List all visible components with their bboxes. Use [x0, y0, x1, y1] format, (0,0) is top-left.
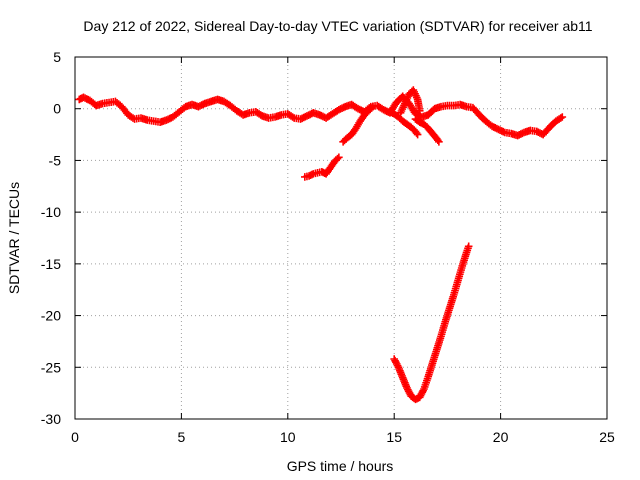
data-point: [335, 153, 343, 162]
data-point: [558, 113, 567, 121]
chart-title: Day 212 of 2022, Sidereal Day-to-day VTE…: [83, 18, 592, 34]
series-1: [301, 153, 343, 181]
y-tick-label: -25: [41, 359, 61, 375]
y-tick-label: -20: [41, 308, 61, 324]
data-point: [415, 106, 424, 115]
series-2: [339, 102, 377, 146]
y-tick-label: -30: [41, 411, 61, 427]
series-4: [411, 115, 443, 146]
x-tick-label: 5: [178, 429, 186, 445]
data-point: [464, 242, 473, 251]
y-tick-label: -15: [41, 256, 61, 272]
y-tick-label: 5: [53, 49, 61, 65]
x-tick-label: 15: [386, 429, 402, 445]
series-5: [386, 108, 422, 139]
y-tick-label: -10: [41, 204, 61, 220]
y-tick-label: 0: [53, 101, 61, 117]
data-point: [413, 130, 422, 139]
series-3: [396, 86, 424, 117]
y-tick-label: -5: [49, 152, 62, 168]
y-axis-label: SDTVAR / TECUs: [6, 182, 22, 294]
data-point: [435, 138, 443, 146]
x-tick-label: 0: [71, 429, 79, 445]
axis-ticks: [74, 56, 608, 420]
plot-area: [74, 56, 608, 420]
data-point: [369, 102, 377, 111]
x-tick-label: 25: [599, 429, 615, 445]
x-tick-label: 20: [493, 429, 509, 445]
data-points: [75, 86, 567, 404]
x-axis-label: GPS time / hours: [287, 458, 394, 474]
series-0: [75, 92, 567, 140]
series-6: [390, 242, 473, 404]
x-tick-label: 10: [280, 429, 296, 445]
axis-tick-labels: 0 5 10 15 20 25 -30 -25 -20 -15 -10 -5 0 5: [41, 49, 615, 445]
